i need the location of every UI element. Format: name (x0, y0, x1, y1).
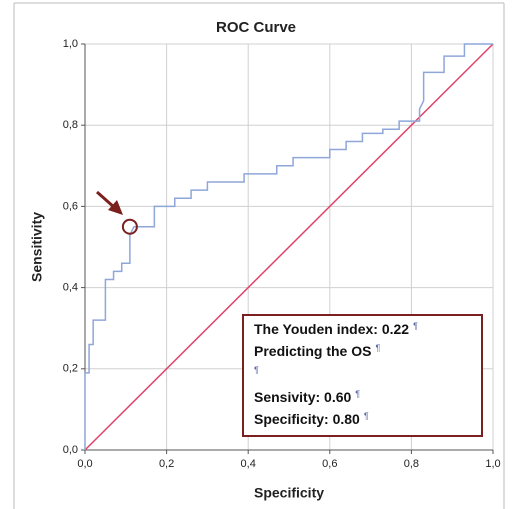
arrow-head (108, 200, 123, 215)
pilcrow: ¶ (254, 365, 259, 375)
x-tick-label: 1,0 (485, 458, 500, 470)
y-tick-label: 0,0 (63, 444, 78, 456)
y-tick-label: 0,2 (63, 363, 78, 375)
annotation-text: Sensivity: 0.60 (254, 389, 351, 405)
x-tick-label: 0,0 (77, 458, 92, 470)
roc-line (84, 43, 493, 450)
x-tick-label: 0,2 (159, 458, 174, 470)
annotation-text: Predicting the OS (254, 343, 371, 359)
annotation-text: The Youden index: 0.22 (254, 321, 409, 337)
x-tick-label: 0,4 (241, 458, 256, 470)
y-tick-label: 0,8 (63, 119, 78, 131)
highlight-marker (121, 218, 138, 235)
pilcrow: ¶ (375, 343, 380, 353)
annotation-line: ¶ (254, 365, 259, 375)
x-tick-label: 0,6 (322, 458, 337, 470)
pilcrow: ¶ (413, 321, 418, 331)
y-axis-label: Sensitivity (29, 212, 45, 282)
pilcrow: ¶ (364, 411, 369, 421)
pilcrow: ¶ (355, 389, 360, 399)
annotation-line: Predicting the OS ¶ (254, 343, 380, 359)
y-tick-label: 1,0 (63, 38, 78, 50)
annotation-line: Specificity: 0.80 ¶ (254, 411, 369, 427)
arrow-shaft (96, 190, 116, 210)
y-tick-label: 0,6 (63, 200, 78, 212)
x-tick-label: 0,8 (404, 458, 419, 470)
roc-line (84, 43, 494, 451)
y-tick-label: 0,4 (63, 282, 78, 294)
annotation-box (242, 314, 483, 437)
x-axis-label: Specificity (254, 485, 324, 501)
annotation-line: Sensivity: 0.60 ¶ (254, 389, 360, 405)
chart-title: ROC Curve (216, 19, 296, 36)
annotation-line: The Youden index: 0.22 ¶ (254, 321, 418, 337)
annotation-text: Specificity: 0.80 (254, 411, 360, 427)
